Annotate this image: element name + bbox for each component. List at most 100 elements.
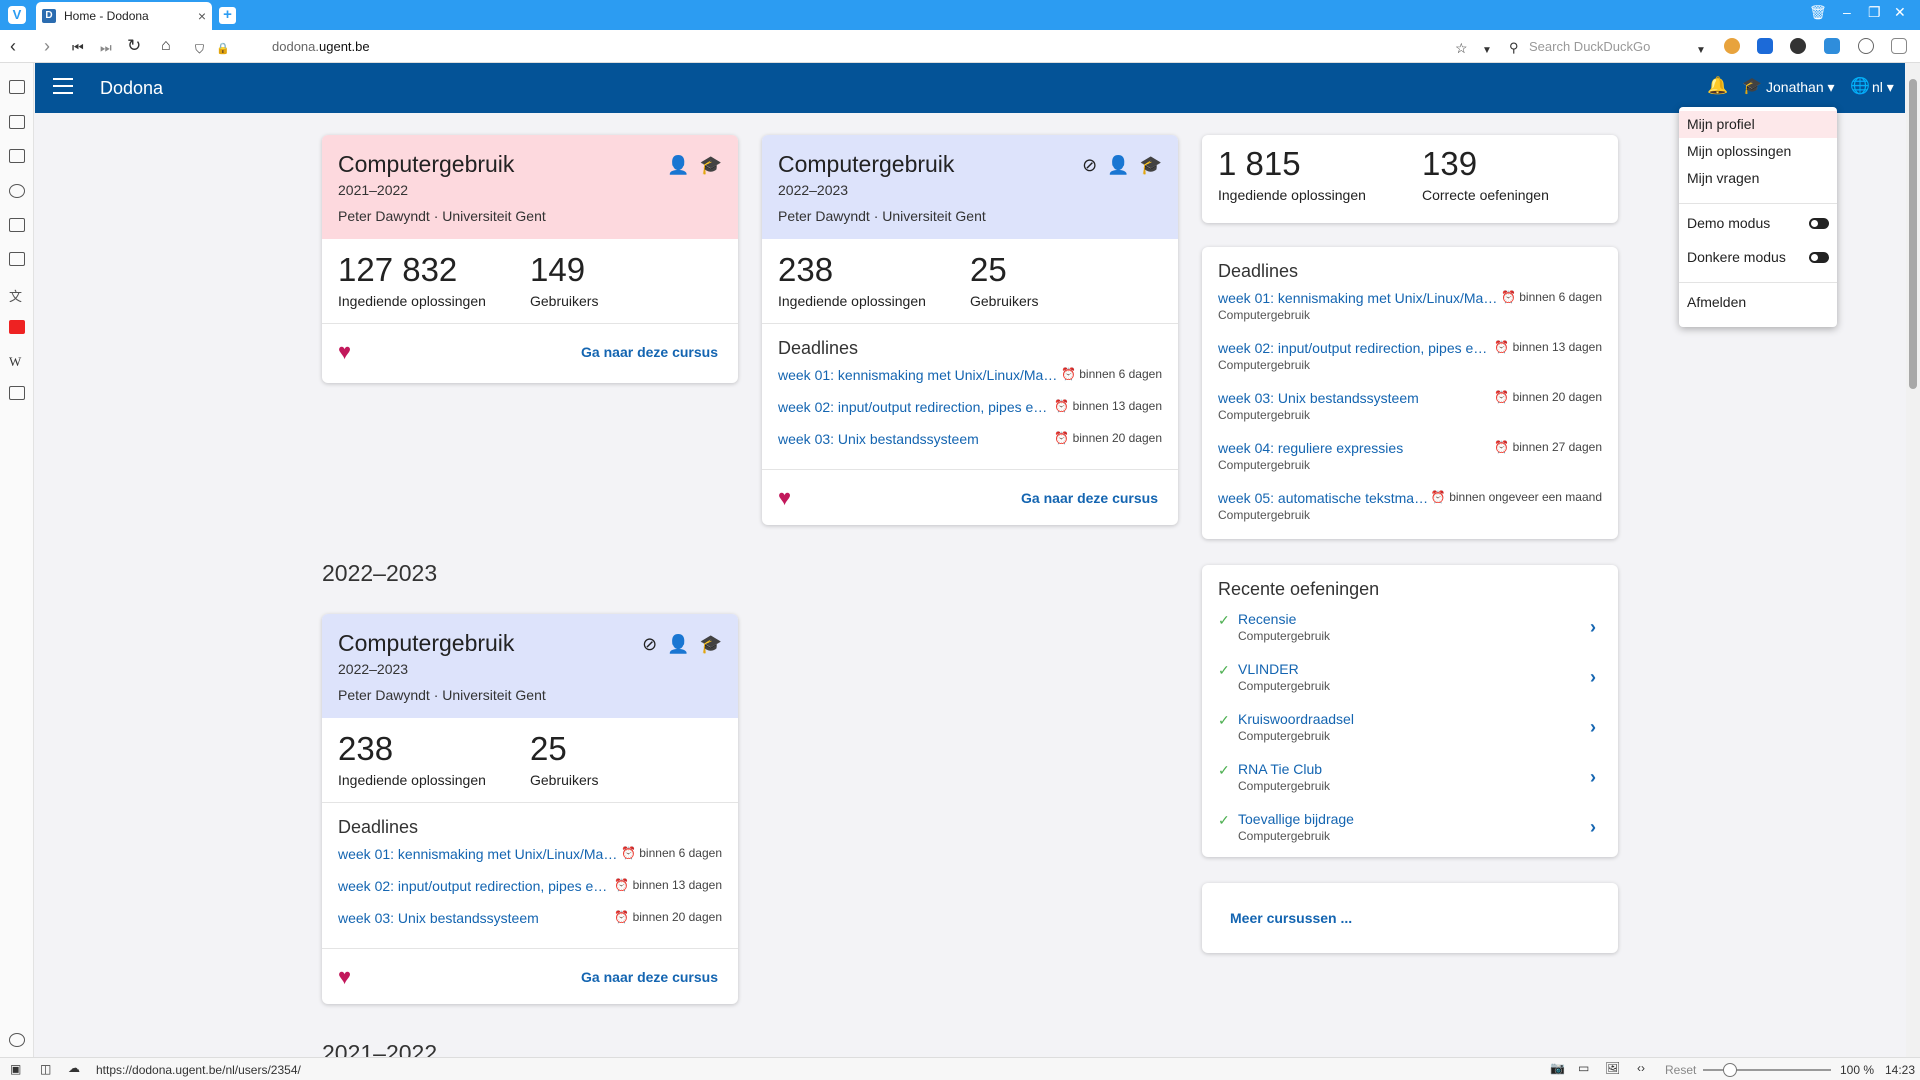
fast-forward-icon[interactable]: ⏭	[100, 40, 112, 55]
reading-list-icon[interactable]	[9, 115, 25, 129]
deadline-link[interactable]: week 05: automatische tekstman...	[1218, 490, 1431, 506]
favorite-heart-icon[interactable]: ♥	[778, 485, 792, 510]
cloud-sync-icon[interactable]: ☁	[68, 1061, 80, 1075]
brand-link[interactable]: Dodona	[100, 78, 164, 98]
deadline-link[interactable]: week 03: Unix bestandssysteem	[778, 431, 979, 447]
page-actions-icon[interactable]: ‹›	[1637, 1061, 1645, 1075]
exercise-link[interactable]: RNA Tie Club	[1238, 761, 1323, 777]
images-icon[interactable]: 🖼	[1605, 1061, 1621, 1075]
chevron-right-icon[interactable]: ›	[1590, 716, 1596, 737]
recent-exercise-row[interactable]: ✓ Toevallige bijdrage Computergebruik ›	[1218, 802, 1618, 852]
favorite-heart-icon[interactable]: ♥	[338, 964, 352, 989]
language-toggle[interactable]: nl ▾	[1872, 79, 1894, 95]
zoom-reset-button[interactable]: Reset	[1665, 1063, 1697, 1077]
go-to-course-link[interactable]: Ga naar deze cursus	[1021, 490, 1158, 506]
recent-exercise-row[interactable]: ✓ Kruiswoordraadsel Computergebruik ›	[1218, 702, 1618, 752]
menu-item-demo-mode[interactable]: Demo modus	[1679, 210, 1837, 237]
recent-exercise-row[interactable]: ✓ RNA Tie Club Computergebruik ›	[1218, 752, 1618, 802]
menu-item-my-questions[interactable]: Mijn vragen	[1687, 170, 1760, 186]
extension-circle-icon[interactable]	[1858, 38, 1874, 54]
zoom-slider[interactable]	[1703, 1063, 1831, 1077]
chevron-right-icon[interactable]: ›	[1590, 816, 1596, 837]
extension-blue-icon[interactable]	[1824, 38, 1840, 54]
capture-icon[interactable]: 📷	[1550, 1061, 1565, 1075]
recent-exercise-row[interactable]: ✓ Recensie Computergebruik ›	[1218, 602, 1618, 652]
more-courses-link[interactable]: Meer cursussen ...	[1230, 910, 1353, 926]
translate-icon[interactable]: 文	[9, 289, 23, 304]
minimize-icon[interactable]: –	[1843, 4, 1851, 20]
chevron-right-icon[interactable]: ›	[1590, 616, 1596, 637]
vivaldi-web-panel-icon[interactable]	[9, 320, 25, 334]
settings-gear-icon[interactable]	[9, 1033, 25, 1047]
search-engine-dropdown-icon[interactable]: ▼	[1696, 45, 1706, 56]
tiling-icon[interactable]: ◫	[40, 1062, 52, 1076]
history-icon[interactable]	[9, 184, 25, 198]
vivaldi-menu-icon[interactable]: V	[8, 6, 26, 24]
notes-icon[interactable]	[9, 218, 25, 232]
shield-icon[interactable]: ⛉	[195, 42, 205, 56]
bookmark-icon[interactable]: ☆	[1455, 40, 1468, 56]
forward-icon[interactable]: ›	[44, 36, 50, 56]
exercise-link[interactable]: Kruiswoordraadsel	[1238, 711, 1354, 727]
exercise-link[interactable]: VLINDER	[1238, 661, 1299, 677]
notification-bell-icon[interactable]: 🔔	[1707, 76, 1729, 95]
deadline-link[interactable]: week 03: Unix bestandssysteem	[1218, 390, 1419, 406]
user-menu-toggle[interactable]: Jonathan ▾	[1766, 79, 1835, 95]
favorite-heart-icon[interactable]: ♥	[338, 339, 352, 364]
course-title[interactable]: Computergebruik	[778, 151, 955, 177]
demo-mode-toggle[interactable]	[1809, 218, 1829, 229]
browser-tab-active[interactable]: D Home - Dodona ×	[36, 2, 212, 30]
exercise-link[interactable]: Toevallige bijdrage	[1238, 811, 1354, 827]
deadline-link[interactable]: week 04: reguliere expressies	[1218, 440, 1404, 456]
deadline-link[interactable]: week 02: input/output redirection, pipes…	[338, 878, 615, 894]
zoom-slider-knob[interactable]	[1723, 1063, 1737, 1077]
deadline-link[interactable]: week 01: kennismaking met Unix/Linux/Mac…	[1218, 290, 1501, 306]
panel-toggle-icon[interactable]: ▣	[10, 1062, 22, 1076]
deadline-link[interactable]: week 02: input/output redirection, pipes…	[778, 399, 1055, 415]
page-tiling-icon[interactable]: ▭	[1578, 1061, 1590, 1075]
wikipedia-icon[interactable]: W	[9, 354, 22, 369]
brave-lion-icon[interactable]	[1724, 38, 1740, 54]
back-icon[interactable]: ‹	[10, 36, 16, 56]
lock-icon[interactable]: 🔒	[216, 43, 230, 55]
deadline-link[interactable]: week 01: kennismaking met Unix/Linux/Mac…	[778, 367, 1061, 383]
downloads-icon[interactable]	[9, 149, 25, 163]
reload-icon[interactable]: ↻	[127, 36, 142, 55]
go-to-course-link[interactable]: Ga naar deze cursus	[581, 969, 718, 985]
course-title[interactable]: Computergebruik	[338, 151, 515, 177]
go-to-course-link[interactable]: Ga naar deze cursus	[581, 344, 718, 360]
exercise-link[interactable]: Recensie	[1238, 611, 1297, 627]
chevron-right-icon[interactable]: ›	[1590, 666, 1596, 687]
window-panel-icon[interactable]	[9, 252, 25, 266]
extension-dark-icon[interactable]	[1790, 38, 1806, 54]
menu-item-my-profile[interactable]: Mijn profiel	[1679, 111, 1837, 138]
page-scrollbar[interactable]	[1906, 63, 1920, 1057]
dark-mode-toggle[interactable]	[1809, 252, 1829, 263]
course-title[interactable]: Computergebruik	[338, 630, 515, 656]
trash-icon[interactable]: 🗑	[1809, 4, 1827, 20]
extension-puzzle-icon[interactable]	[1891, 38, 1907, 54]
menu-item-logout[interactable]: Afmelden	[1687, 294, 1747, 310]
bookmarks-panel-icon[interactable]	[9, 80, 25, 94]
recent-exercise-row[interactable]: ✓ VLINDER Computergebruik ›	[1218, 652, 1618, 702]
deadline-link[interactable]: week 01: kennismaking met Unix/Linux/Mac…	[338, 846, 621, 862]
clock-icon: ⏰	[1430, 490, 1446, 504]
rewind-icon[interactable]: ⏮	[72, 40, 84, 55]
search-input[interactable]: Search DuckDuckGo	[1529, 39, 1651, 54]
deadline-link[interactable]: week 02: input/output redirection, pipes…	[1218, 340, 1495, 356]
url-field[interactable]: dodona.ugent.be	[272, 39, 370, 54]
hamburger-menu-icon[interactable]	[53, 78, 73, 94]
close-tab-icon[interactable]: ×	[197, 8, 206, 24]
chevron-right-icon[interactable]: ›	[1590, 766, 1596, 787]
menu-item-dark-mode[interactable]: Donkere modus	[1679, 244, 1837, 271]
home-icon[interactable]: ⌂	[161, 37, 171, 54]
restore-icon[interactable]: ❐	[1868, 4, 1881, 20]
extension-cap-icon[interactable]	[1757, 38, 1773, 54]
menu-item-my-solutions[interactable]: Mijn oplossingen	[1687, 143, 1792, 159]
new-tab-button[interactable]: +	[219, 7, 236, 24]
deadline-link[interactable]: week 03: Unix bestandssysteem	[338, 910, 539, 926]
close-window-icon[interactable]: ✕	[1894, 4, 1906, 20]
scrollbar-thumb[interactable]	[1909, 79, 1917, 389]
dropdown-icon[interactable]: ▼	[1482, 45, 1492, 56]
add-panel-icon[interactable]	[9, 386, 25, 400]
